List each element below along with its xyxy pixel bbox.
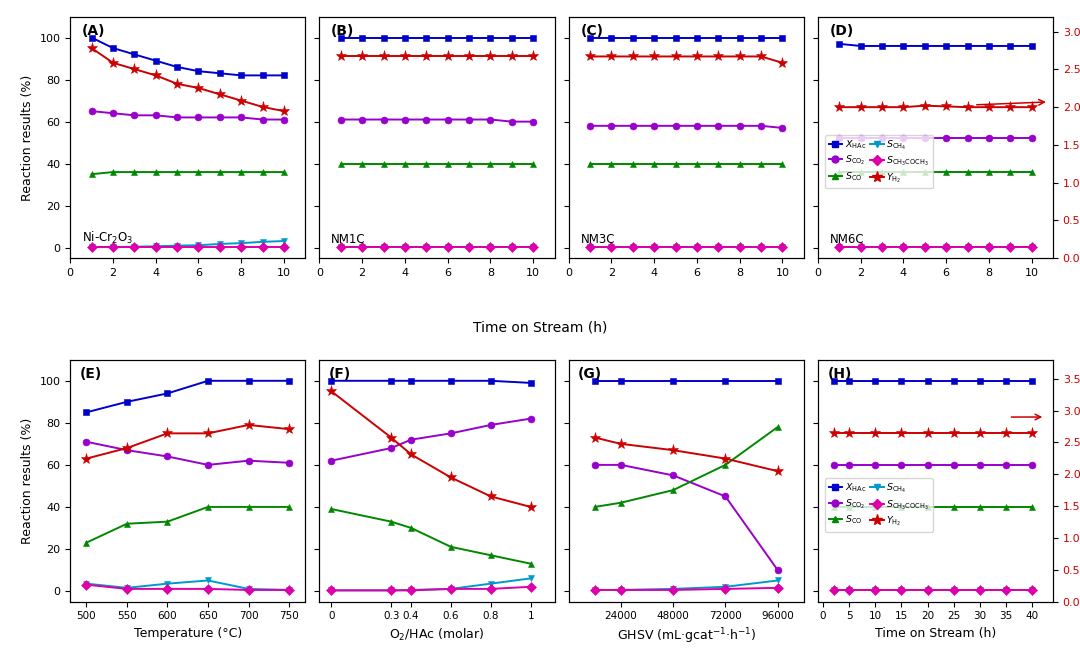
Y-axis label: Reaction results (%): Reaction results (%) [21,74,33,200]
X-axis label: Temperature (°C): Temperature (°C) [134,627,242,640]
Text: Ni-Cr$_2$O$_3$: Ni-Cr$_2$O$_3$ [82,230,133,246]
Text: (H): (H) [827,367,852,381]
Text: NM6C: NM6C [829,233,864,246]
Text: NM3C: NM3C [580,233,615,246]
Text: (E): (E) [80,367,102,381]
Text: NM1C: NM1C [332,233,366,246]
Text: (B): (B) [332,24,354,38]
Text: (D): (D) [829,24,854,38]
Legend: $X_\mathrm{HAc}$, $S_\mathrm{CO_2}$, $S_\mathrm{CO}$, $S_\mathrm{CH_4}$, $S_\mat: $X_\mathrm{HAc}$, $S_\mathrm{CO_2}$, $S_… [825,478,933,531]
Legend: $X_\mathrm{HAc}$, $S_\mathrm{CO_2}$, $S_\mathrm{CO}$, $S_\mathrm{CH_4}$, $S_\mat: $X_\mathrm{HAc}$, $S_\mathrm{CO_2}$, $S_… [825,135,933,188]
X-axis label: Time on Stream (h): Time on Stream (h) [875,627,996,640]
Text: (A): (A) [82,24,106,38]
Text: (F): (F) [328,367,351,381]
Text: (G): (G) [578,367,603,381]
Text: (C): (C) [580,24,604,38]
Text: Time on Stream (h): Time on Stream (h) [473,321,607,334]
X-axis label: GHSV (mL·gcat$^{-1}$·h$^{-1}$): GHSV (mL·gcat$^{-1}$·h$^{-1}$) [617,627,756,646]
Y-axis label: Reaction results (%): Reaction results (%) [21,418,33,544]
X-axis label: O$_2$/HAc (molar): O$_2$/HAc (molar) [389,627,485,643]
